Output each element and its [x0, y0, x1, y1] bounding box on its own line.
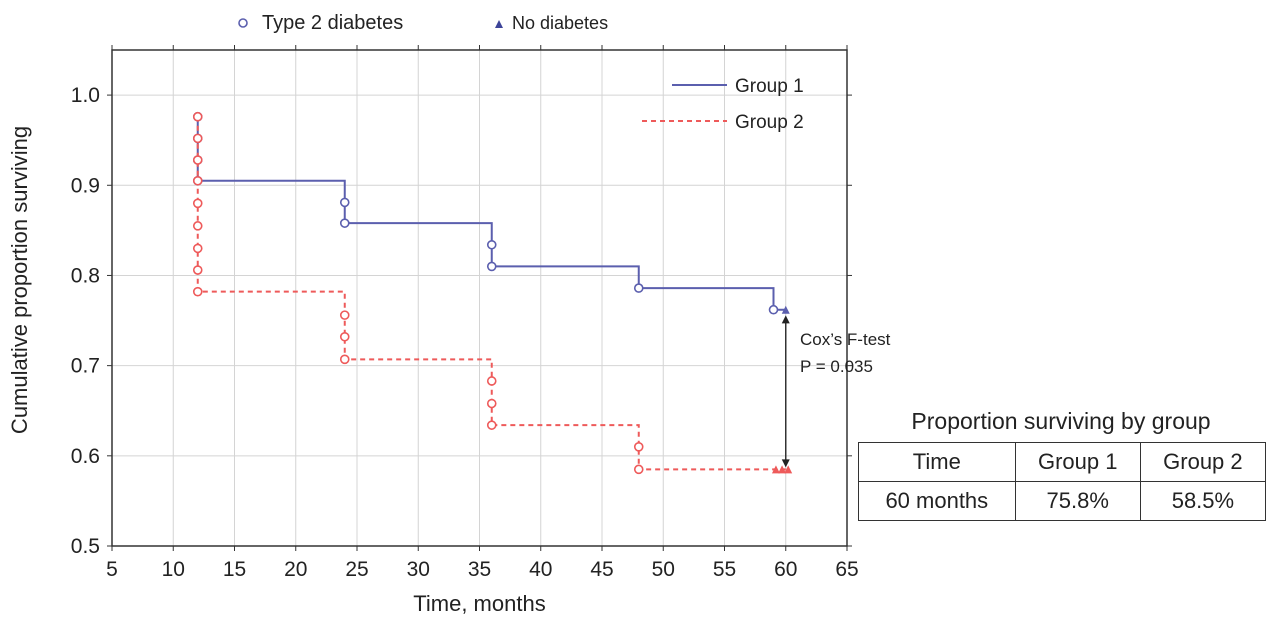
type2-diabetes-marker-group-2 [192, 111, 203, 122]
axis-ticks: 5 10 15 20 25 30 35 40 45 50 55 60 65 0.5 0.6 0.7 0.8 0.9… [71, 45, 859, 581]
x-axis-title: Time, months [413, 591, 545, 616]
x-tick-label: 50 [652, 558, 675, 581]
y-axis-title: Cumulative proportion surviving [7, 126, 32, 434]
type2-diabetes-marker-group-2 [486, 420, 497, 430]
no-diabetes-marker-group-1 [781, 305, 790, 314]
type2-diabetes-marker-group-2 [633, 464, 644, 475]
type2-diabetes-marker-group-2 [192, 265, 203, 275]
x-tick-label: 45 [590, 558, 613, 581]
summary-table-block: Proportion surviving by group Time Group… [858, 408, 1268, 521]
type2-diabetes-marker-group-2 [192, 243, 203, 254]
marker-legend-type2: Type 2 diabetes [262, 12, 403, 34]
legend-label-group-2: Group 2 [735, 112, 804, 133]
x-tick-label: 35 [468, 558, 491, 581]
table-cell: 75.8% [1014, 481, 1141, 521]
x-tick-label: 60 [774, 558, 797, 581]
type2-diabetes-marker-group-1 [339, 218, 350, 228]
x-tick-label: 65 [835, 558, 858, 581]
summary-table: Time Group 1 Group 2 60 months 75.8% 58.… [858, 442, 1267, 521]
table-header-cell: Time [858, 442, 1016, 482]
marker-legend-nodiab: No diabetes [512, 13, 608, 33]
type2-diabetes-marker-group-2 [486, 398, 497, 409]
table-header-row: Time Group 1 Group 2 [858, 442, 1267, 482]
type2-diabetes-marker-group-2 [192, 155, 203, 165]
type2-diabetes-marker-group-2 [486, 376, 497, 386]
legend-label-group-1: Group 1 [735, 76, 804, 97]
table-cell: 58.5% [1139, 481, 1267, 521]
y-tick-label: 0.9 [71, 174, 100, 197]
series-layer [192, 111, 793, 475]
type2-diabetes-marker-group-2 [192, 221, 203, 231]
table-header-cell: Group 2 [1139, 442, 1267, 482]
y-tick-label: 0.5 [71, 535, 100, 558]
type2-diabetes-marker-group-2 [192, 286, 203, 297]
no-diabetes-marker-icon [495, 20, 503, 28]
annotation-line-1: Cox’s F-test [800, 330, 891, 349]
series-legend: Group 1 Group 2 [642, 76, 804, 133]
table-header-cell: Group 1 [1014, 442, 1141, 482]
x-tick-label: 15 [223, 558, 246, 581]
type2-diabetes-marker-group-2 [339, 354, 350, 365]
annotation-line-2: P = 0.035 [800, 357, 873, 376]
series-line-group-1 [196, 116, 787, 314]
type2-diabetes-marker-group-2 [192, 133, 203, 144]
y-tick-label: 0.7 [71, 355, 100, 378]
annotation-arrow-down [781, 459, 790, 468]
type2-diabetes-marker-group-1 [486, 261, 497, 272]
x-tick-label: 10 [162, 558, 185, 581]
type2-diabetes-marker-group-2 [192, 198, 203, 209]
x-tick-label: 25 [345, 558, 368, 581]
table-cell: 60 months [858, 481, 1016, 521]
x-tick-label: 30 [407, 558, 430, 581]
type2-diabetes-marker-group-1 [486, 239, 497, 250]
table-row: 60 months 75.8% 58.5% [858, 481, 1267, 521]
y-tick-label: 0.6 [71, 445, 100, 468]
y-tick-label: 0.8 [71, 264, 100, 287]
x-tick-label: 55 [713, 558, 736, 581]
type2-diabetes-marker-group-2 [339, 310, 350, 320]
type2-diabetes-marker-group-2 [339, 331, 350, 342]
x-tick-label: 40 [529, 558, 552, 581]
series-line-group-2 [196, 116, 786, 471]
x-tick-label: 20 [284, 558, 307, 581]
cox-test-annotation: Cox’s F-test P = 0.035 [781, 315, 891, 468]
type2-diabetes-marker-group-1 [339, 197, 350, 208]
table-caption: Proportion surviving by group [911, 408, 1211, 434]
type2-diabetes-marker-group-1 [633, 283, 644, 293]
type2-diabetes-marker-group-1 [768, 304, 779, 315]
x-tick-label: 5 [106, 558, 118, 581]
y-tick-label: 1.0 [71, 84, 100, 107]
type2-diabetes-marker-group-2 [192, 175, 203, 186]
marker-legend: Type 2 diabetes No diabetes [238, 12, 608, 34]
annotation-arrow-up [781, 315, 790, 324]
no-diabetes-marker-group-2 [784, 465, 793, 474]
no-diabetes-marker-group-2 [778, 465, 787, 474]
type2-diabetes-marker-icon [238, 18, 248, 28]
no-diabetes-marker-group-2 [771, 465, 780, 474]
type2-diabetes-marker-group-2 [633, 441, 644, 452]
